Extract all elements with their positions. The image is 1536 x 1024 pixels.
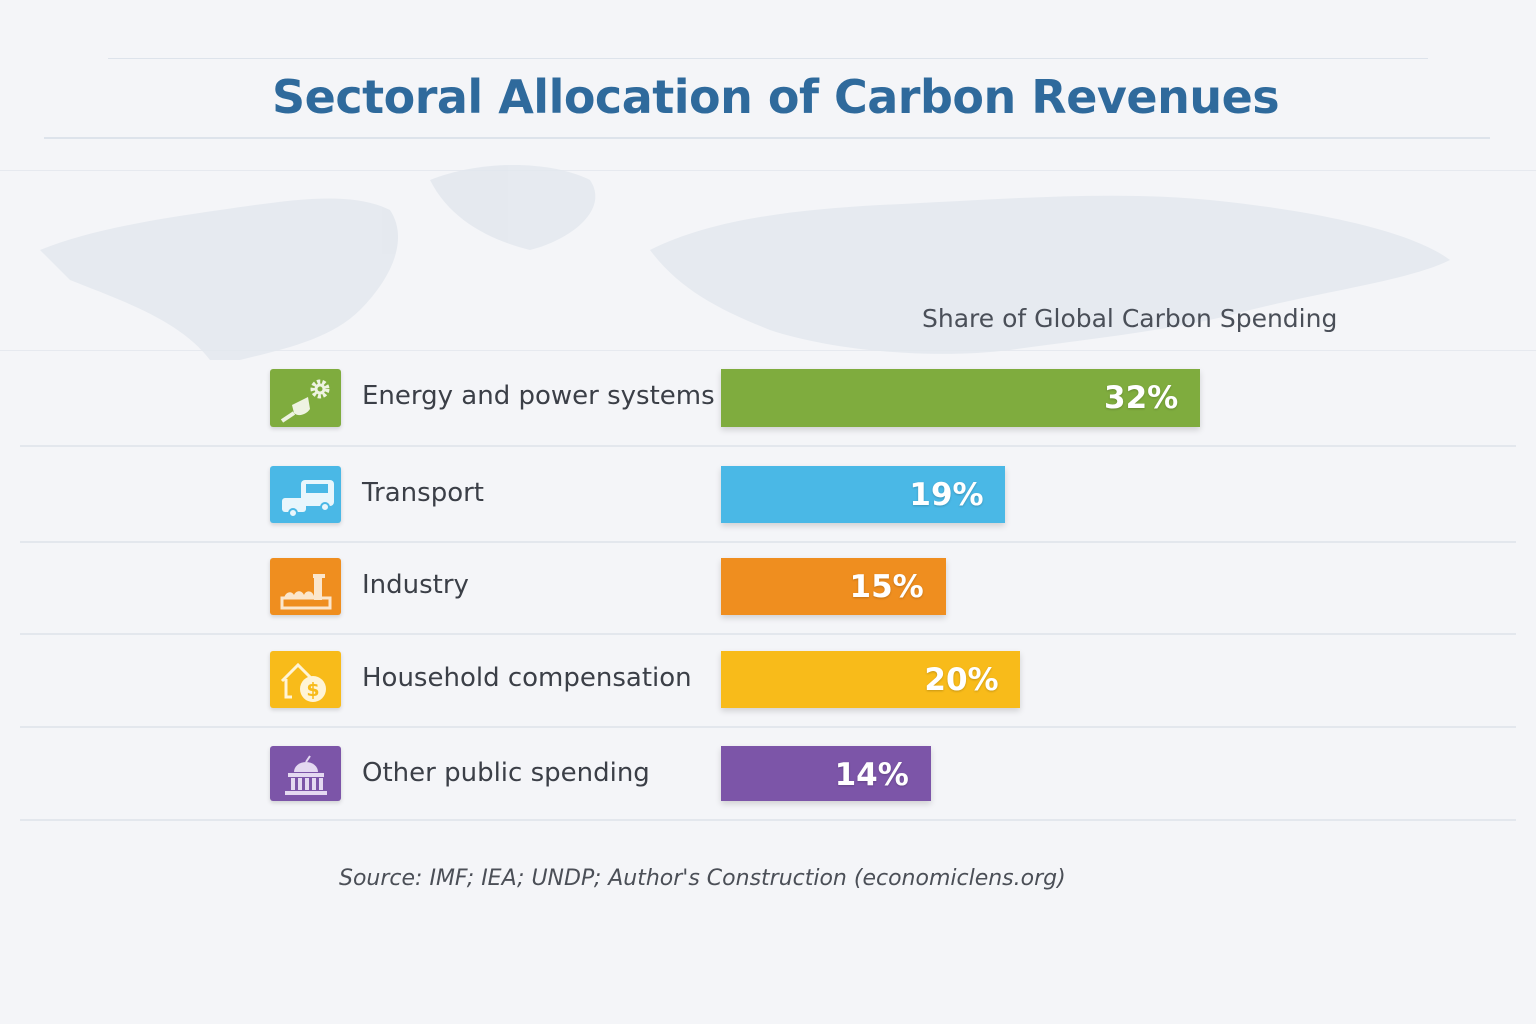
title-underline bbox=[44, 137, 1490, 139]
value-label-household: 20% bbox=[924, 662, 999, 698]
chart-subtitle: Share of Global Carbon Spending bbox=[922, 304, 1338, 333]
value-label-industry: 15% bbox=[849, 569, 924, 605]
chart-title: Sectoral Allocation of Carbon Revenues bbox=[272, 70, 1280, 124]
vehicles-icon bbox=[270, 466, 341, 523]
top-rule bbox=[108, 58, 1428, 59]
government-building-icon bbox=[270, 746, 341, 801]
value-label-transport: 19% bbox=[909, 477, 984, 513]
row-divider bbox=[20, 726, 1516, 728]
category-label-household: Household compensation bbox=[362, 663, 692, 693]
plug-gear-icon bbox=[270, 369, 341, 427]
row-divider bbox=[20, 445, 1516, 447]
category-label-transport: Transport bbox=[362, 478, 485, 508]
row-divider bbox=[20, 541, 1516, 543]
value-label-other-public: 14% bbox=[834, 757, 909, 793]
background-stripe bbox=[0, 350, 1536, 351]
source-note: Source: IMF; IEA; UNDP; Author's Constru… bbox=[339, 866, 1066, 891]
bar-household bbox=[721, 651, 1021, 708]
bar-industry bbox=[721, 558, 946, 615]
world-map-watermark bbox=[40, 165, 1450, 360]
category-label-energy: Energy and power systems bbox=[362, 381, 715, 411]
value-label-energy: 32% bbox=[1104, 380, 1179, 416]
row-divider bbox=[20, 819, 1516, 821]
bar-energy bbox=[721, 369, 1200, 427]
background-stripe bbox=[0, 170, 1536, 171]
row-divider bbox=[20, 633, 1516, 635]
factory-icon bbox=[270, 558, 341, 615]
bar-other-public bbox=[721, 746, 931, 801]
bar-transport bbox=[721, 466, 1006, 523]
svg-text:$: $ bbox=[306, 679, 319, 701]
house-dollar-icon: $ bbox=[270, 651, 341, 708]
category-label-other-public: Other public spending bbox=[362, 758, 650, 788]
category-label-industry: Industry bbox=[362, 570, 469, 600]
